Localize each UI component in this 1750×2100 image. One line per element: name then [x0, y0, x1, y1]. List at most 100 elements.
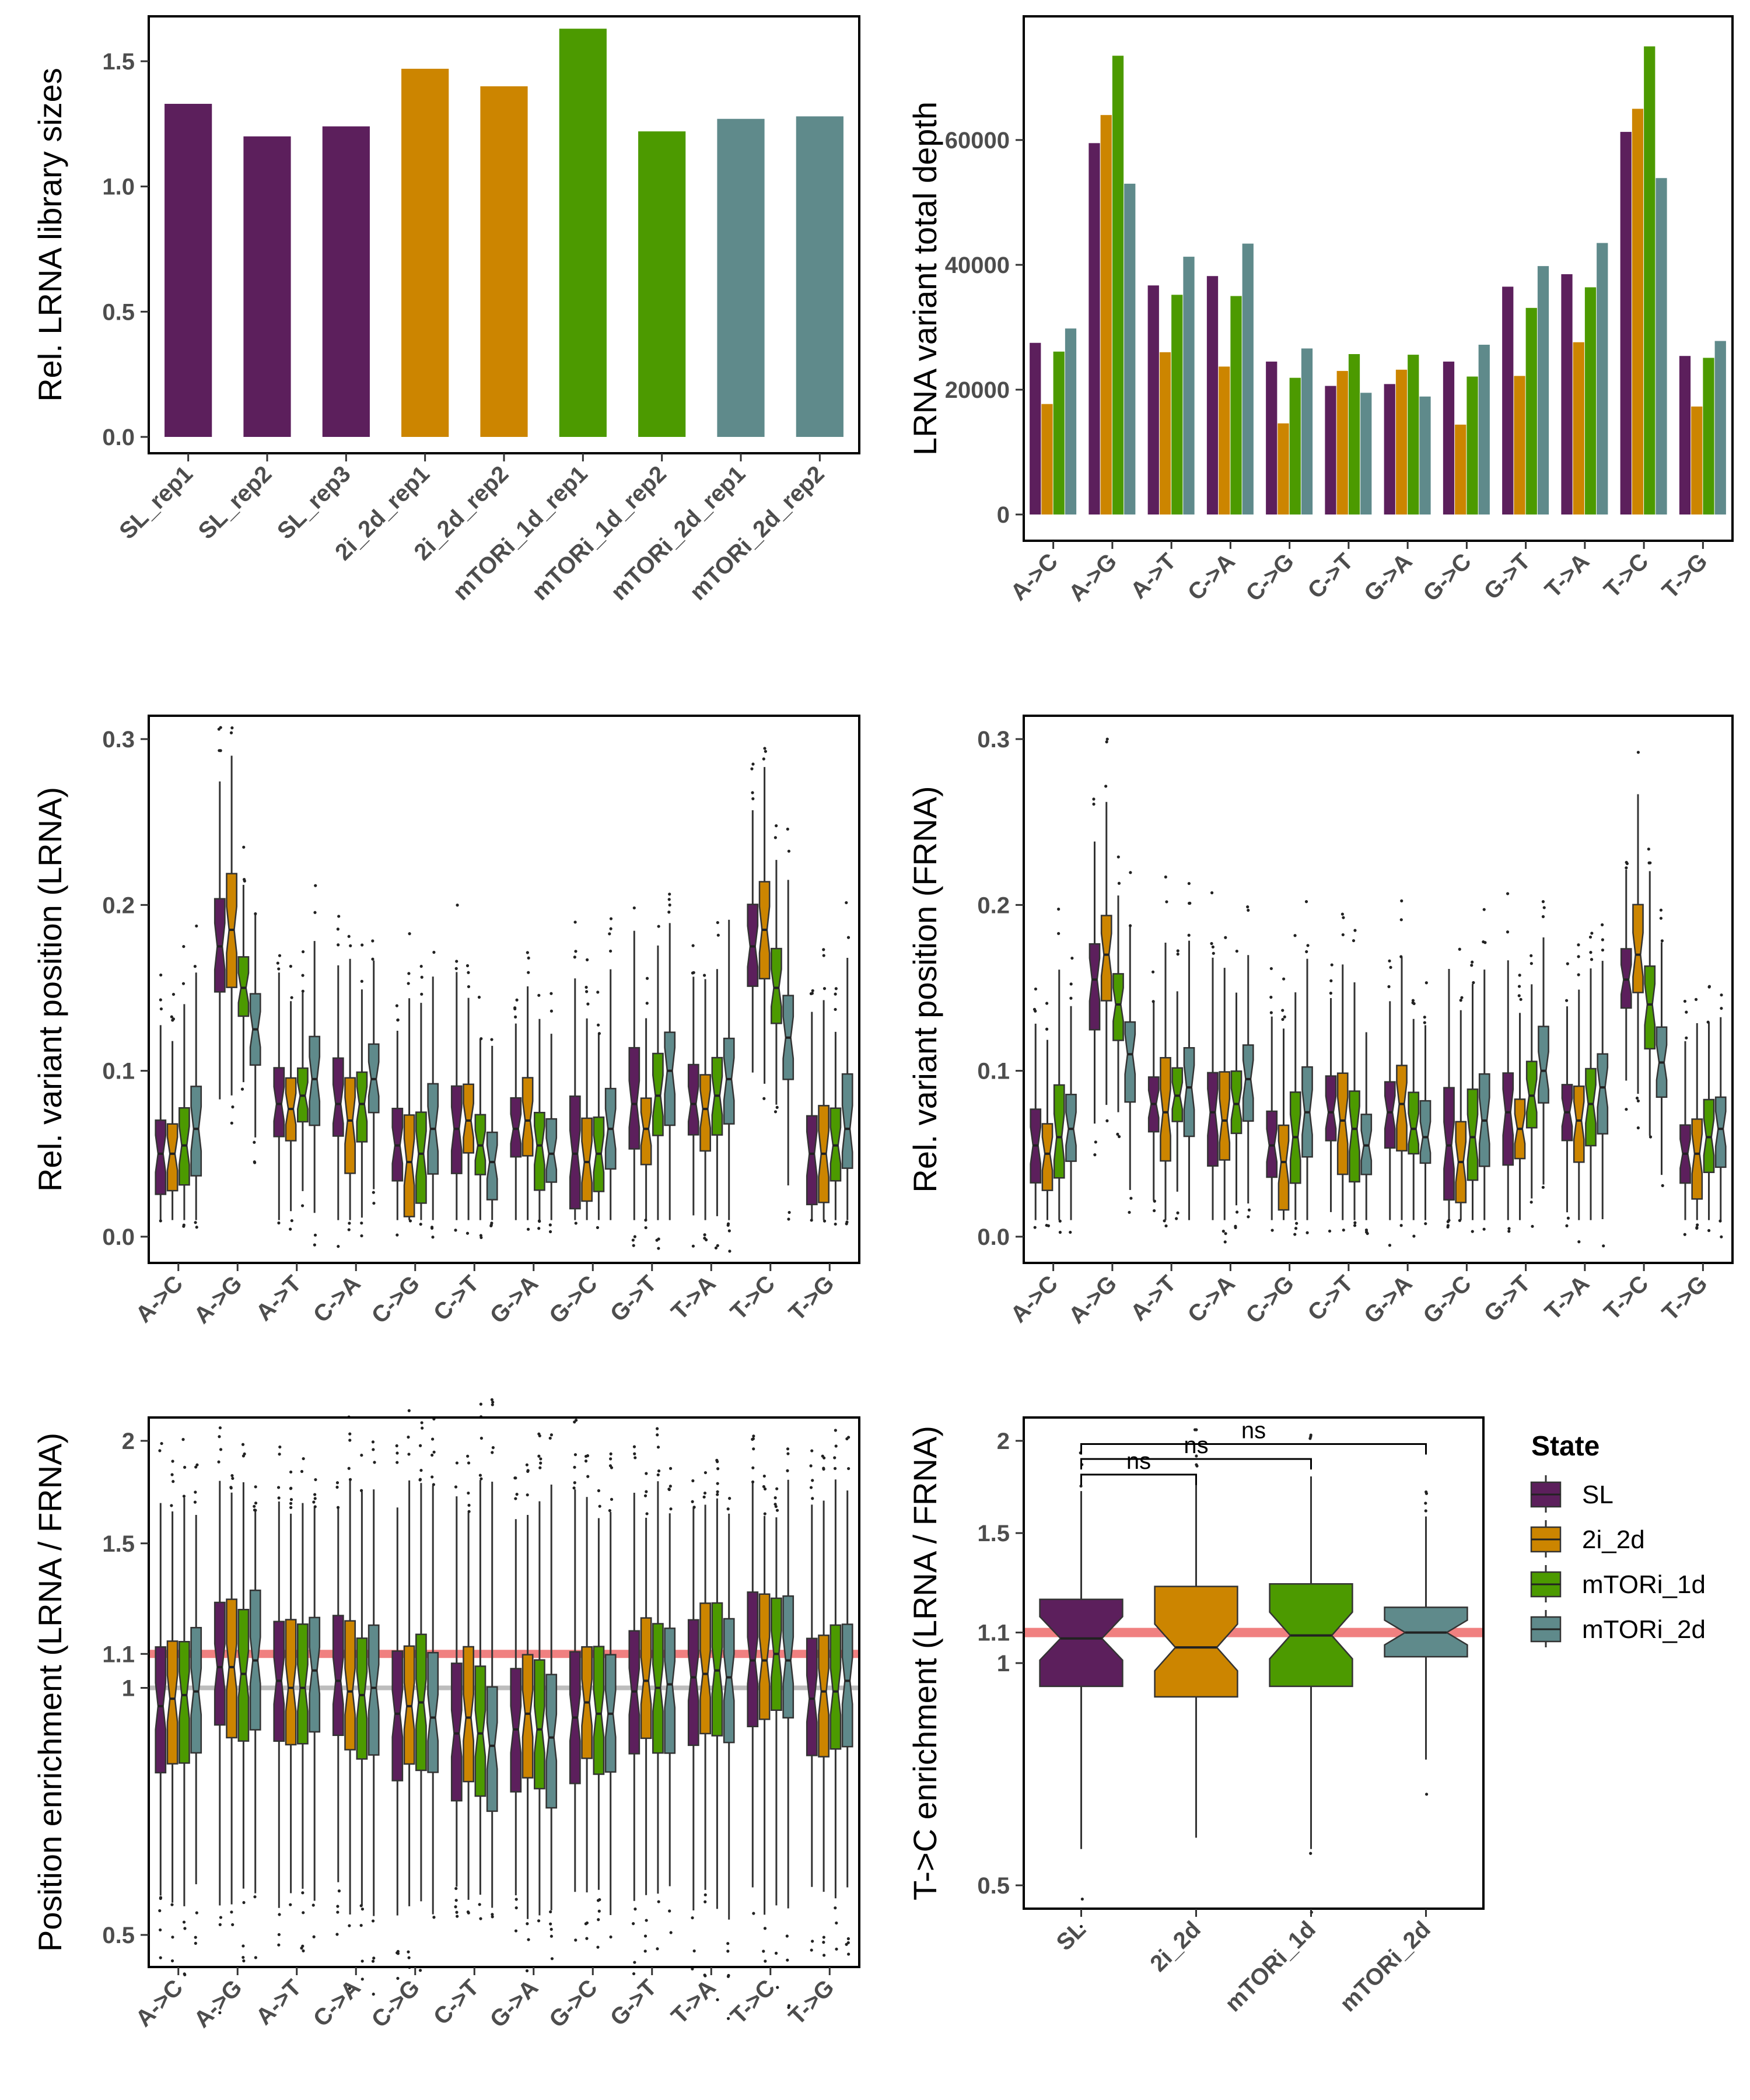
outlier-point — [1353, 929, 1357, 932]
outlier-point — [1517, 994, 1521, 998]
outlier-point — [703, 1233, 706, 1237]
outlier-point — [656, 1427, 659, 1430]
outlier-point — [1412, 1234, 1416, 1238]
outlier-point — [1070, 956, 1074, 960]
outlier-point — [834, 1444, 838, 1448]
outlier-point — [1129, 871, 1132, 874]
y-axis-title: Rel. LRNA library sizes — [32, 68, 68, 402]
outlier-point — [360, 943, 364, 947]
outlier-point — [752, 1434, 755, 1438]
outlier-point — [491, 1913, 494, 1916]
outlier-point — [1706, 1020, 1710, 1024]
outlier-point — [408, 1219, 412, 1223]
outlier-point — [834, 1906, 837, 1910]
box — [309, 1616, 321, 1733]
x-tick-label: A->G — [189, 1270, 247, 1328]
outlier-point — [1695, 1226, 1699, 1229]
y-tick-label: 1.5 — [977, 1521, 1010, 1546]
outlier-point — [1470, 964, 1474, 967]
outlier-point — [762, 1097, 766, 1100]
outlier-point — [643, 1950, 647, 1953]
outlier-point — [656, 1446, 660, 1449]
outlier-point — [716, 1482, 719, 1485]
x-tick-label: G->A — [485, 1270, 543, 1328]
outlier-point — [833, 1466, 837, 1470]
outlier-point — [1283, 1015, 1286, 1019]
box — [581, 1117, 593, 1202]
bar — [1384, 384, 1395, 514]
outlier-point — [704, 1471, 708, 1475]
bar — [1478, 344, 1490, 514]
box — [1573, 1085, 1585, 1163]
outlier-point — [833, 1456, 836, 1460]
outlier-point — [633, 1235, 636, 1238]
outlier-point — [1530, 1200, 1533, 1204]
outlier-point — [479, 1917, 482, 1920]
outlier-point — [418, 1478, 422, 1482]
plot-frame — [1023, 15, 1734, 542]
outlier-point — [313, 1497, 317, 1500]
bar — [322, 126, 370, 438]
outlier-point — [231, 1476, 235, 1480]
outlier-point — [467, 985, 471, 989]
outlier-point — [716, 1998, 719, 2001]
outlier-point — [1069, 1230, 1072, 1234]
outlier-point — [253, 1895, 257, 1899]
outlier-point — [454, 967, 458, 970]
outlier-point — [466, 1231, 470, 1235]
outlier-point — [194, 1465, 198, 1469]
outlier-point — [527, 956, 530, 960]
outlier-point — [242, 1959, 246, 1963]
box — [818, 1634, 830, 1758]
legend-title: State — [1531, 1431, 1600, 1462]
box — [1336, 1072, 1349, 1175]
legend: State SL 2i_2d mTORi_1d mTORi_2d — [1530, 1431, 1706, 1647]
box — [664, 1031, 676, 1126]
outlier-point — [491, 1403, 494, 1406]
outlier-point — [513, 1007, 517, 1011]
outlier-point — [171, 1019, 174, 1022]
x-tick-label: A->C — [1006, 548, 1063, 606]
bar — [1502, 286, 1514, 514]
panel-position-enrichment: 0.5 1 1.1 1.5 2 Position enrichment (LRNA / F… — [32, 1398, 860, 2033]
outlier-point — [704, 1974, 707, 1978]
significance-bracket — [1080, 1458, 1312, 1470]
outlier-point — [514, 1015, 517, 1019]
outlier-point — [1685, 1010, 1688, 1014]
outlier-point — [786, 1452, 790, 1455]
outlier-point — [1152, 1000, 1155, 1003]
bar — [243, 136, 291, 438]
outlier-point — [1411, 999, 1415, 1002]
outlier-point — [467, 971, 470, 974]
outlier-point — [809, 1486, 813, 1489]
bar — [1041, 404, 1053, 514]
outlier-point — [430, 1437, 435, 1441]
outlier-point — [515, 998, 519, 1002]
outlier-point — [1707, 985, 1712, 988]
box — [1207, 1072, 1219, 1167]
box — [415, 1111, 427, 1204]
box — [806, 1637, 818, 1756]
outlier-point — [372, 1448, 375, 1451]
box — [1396, 1065, 1408, 1152]
outlier-point — [1164, 1224, 1168, 1228]
box — [1644, 965, 1656, 1050]
x-tick-label: G->C — [544, 1270, 602, 1328]
outlier-point — [1602, 1244, 1605, 1248]
box — [486, 1131, 498, 1200]
outlier-point — [835, 1921, 838, 1925]
box — [226, 1598, 237, 1739]
outlier-point — [645, 1919, 648, 1922]
outlier-point — [1423, 1021, 1426, 1024]
box — [297, 1623, 309, 1745]
outlier-point — [254, 1502, 258, 1505]
outlier-point — [419, 1223, 422, 1226]
outlier-point — [183, 1465, 187, 1469]
outlier-point — [335, 1481, 340, 1485]
outlier-point — [312, 1500, 316, 1504]
outlier-point — [407, 1956, 411, 1959]
outlier-point — [667, 911, 671, 914]
outlier-point — [1625, 1108, 1628, 1111]
outlier-point — [786, 827, 789, 831]
